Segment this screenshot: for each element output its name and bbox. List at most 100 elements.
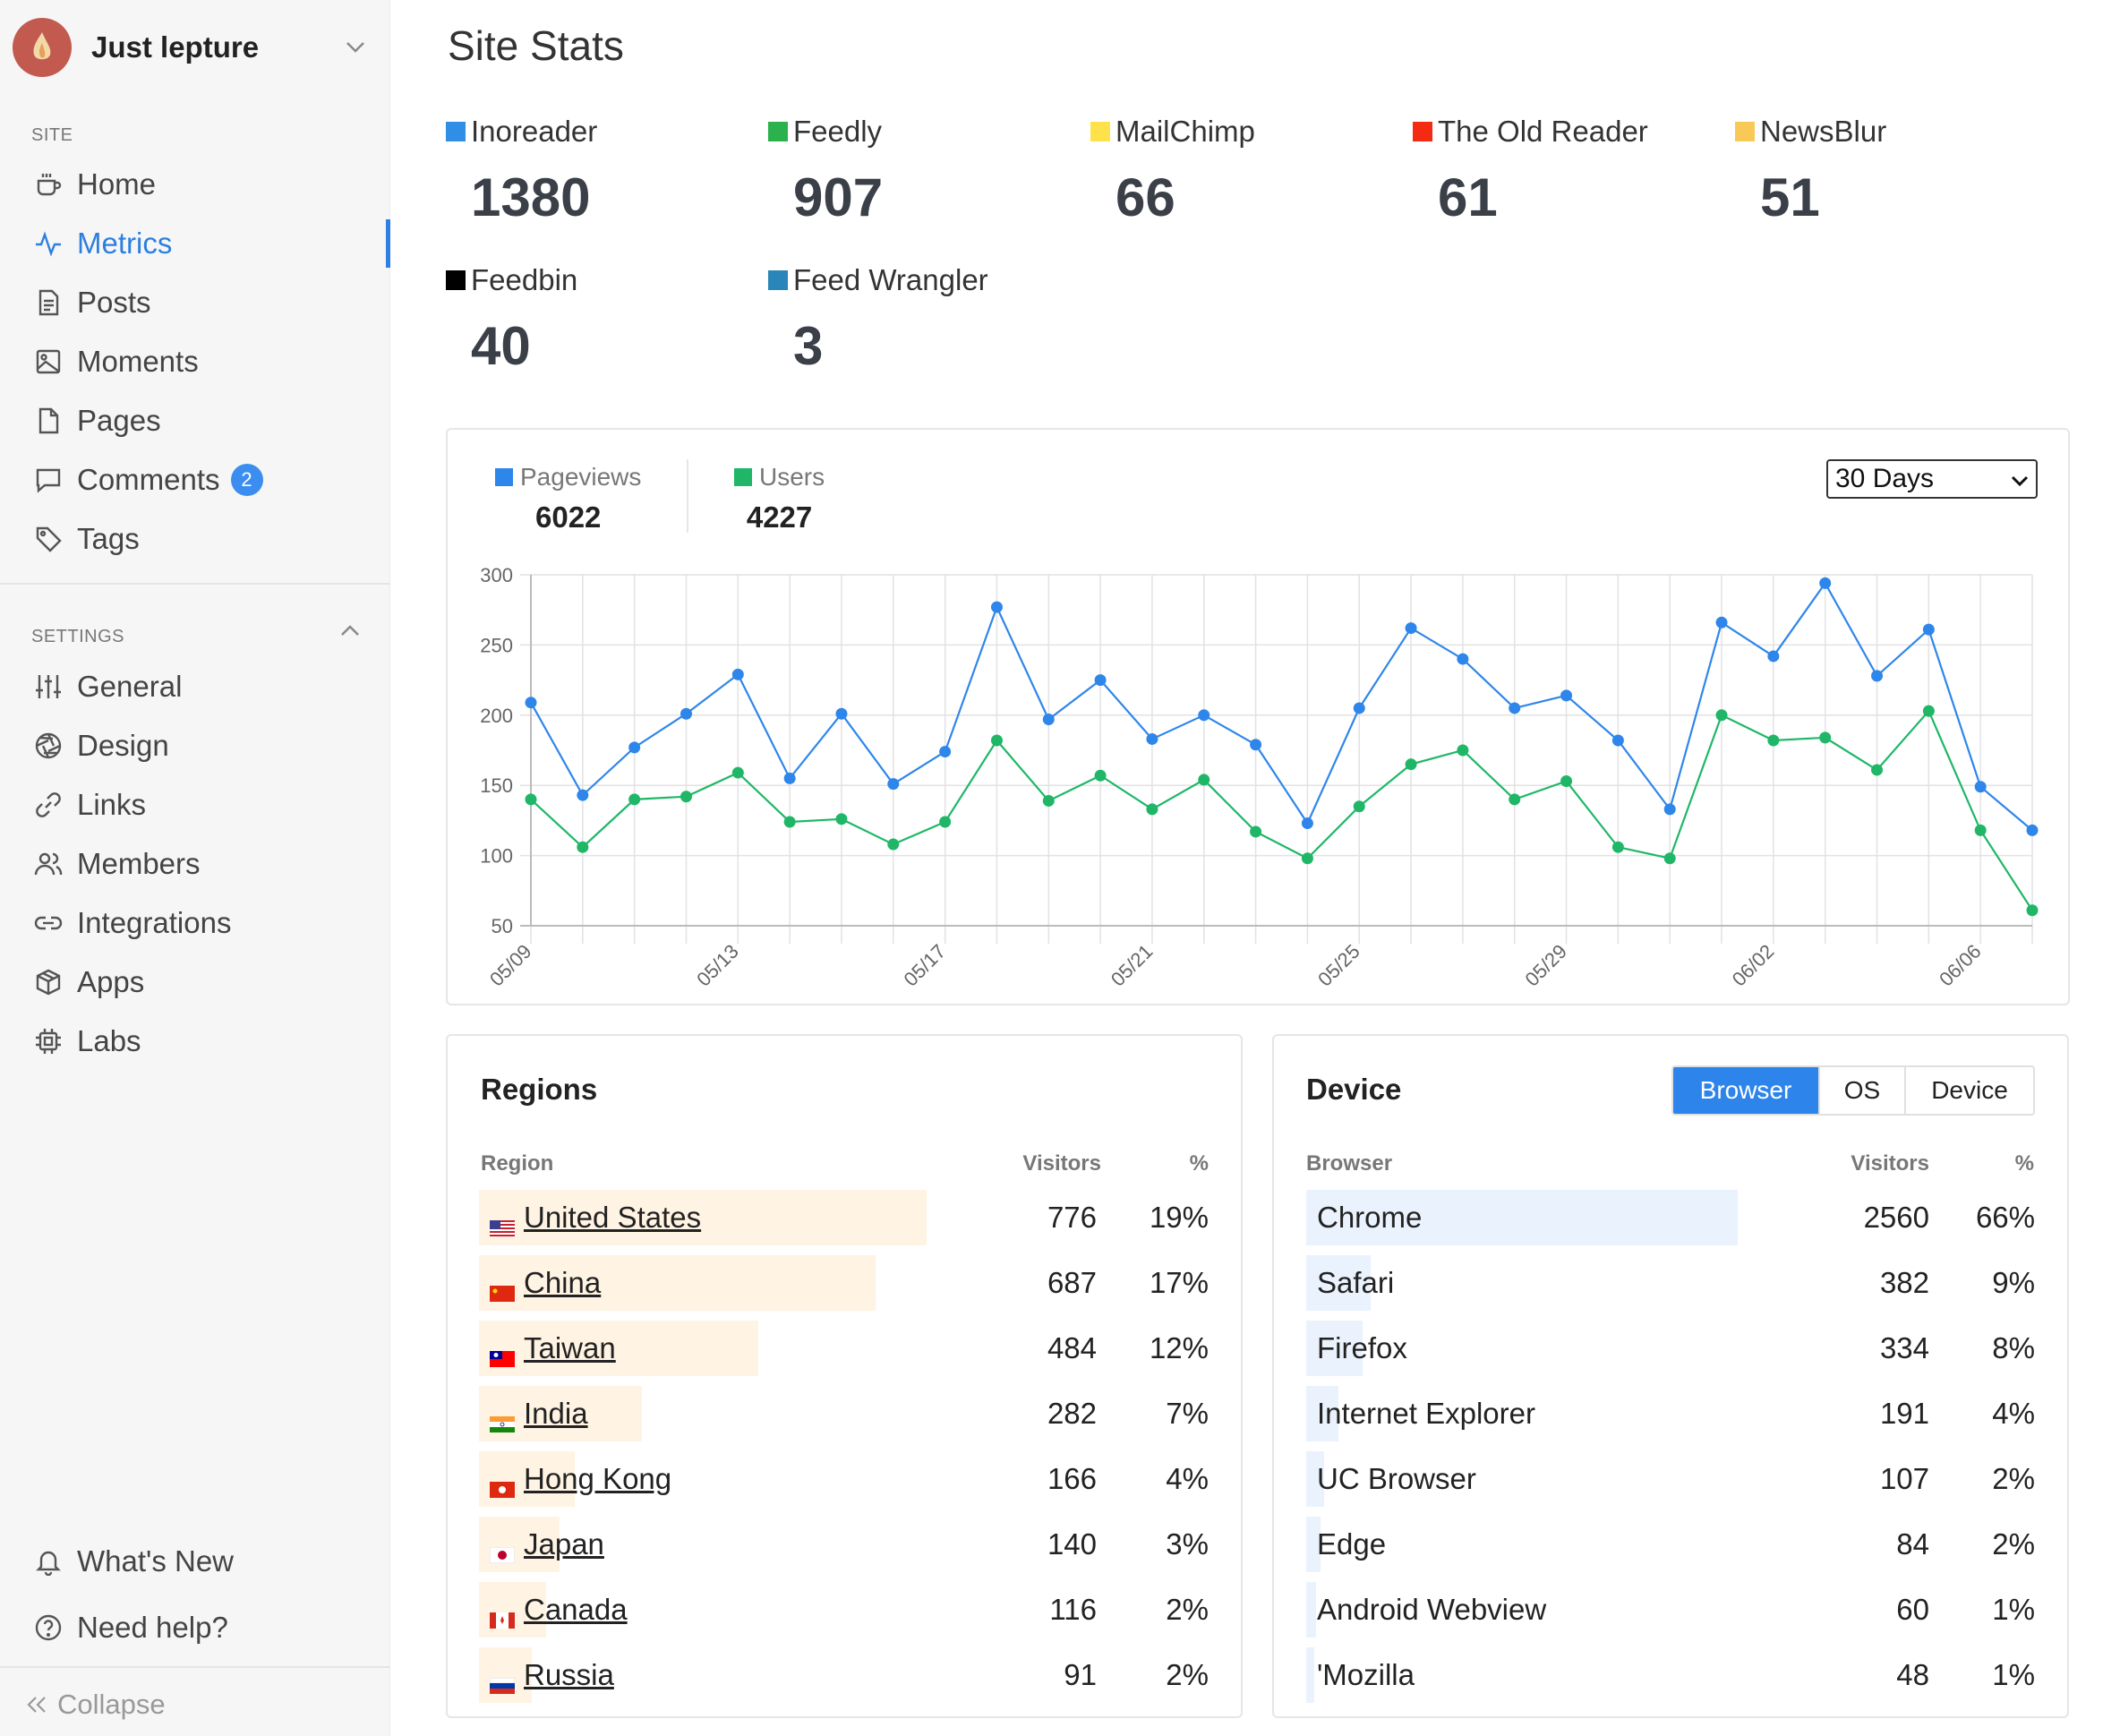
x-tick-label: 05/29 [1520, 940, 1571, 991]
data-point-users [887, 838, 900, 851]
sidebar-item-tags[interactable]: Tags [0, 509, 390, 569]
sidebar-item-metrics[interactable]: Metrics [0, 214, 390, 273]
date-range-select[interactable]: 30 Days [1826, 459, 2038, 499]
site-switcher[interactable]: Just lepture [13, 18, 380, 77]
legend-pageviews[interactable]: Pageviews 6022 [495, 463, 641, 534]
comments-count-badge: 2 [230, 464, 263, 496]
data-point-users [1146, 803, 1158, 816]
region-label[interactable]: Canada [490, 1582, 628, 1638]
sidebar-item-links[interactable]: Links [0, 775, 390, 834]
region-name-link[interactable]: Hong Kong [524, 1462, 672, 1495]
sidebar-item-design[interactable]: Design [0, 716, 390, 775]
sidebar-item-comments[interactable]: Comments 2 [0, 450, 390, 509]
sidebar-item-members[interactable]: Members [0, 834, 390, 894]
sidebar-item-home[interactable]: Home [0, 155, 390, 214]
region-name-link[interactable]: United States [524, 1201, 702, 1234]
settings-nav: General Design Links Members Integration… [0, 657, 390, 1071]
sidebar-item-moments[interactable]: Moments [0, 332, 390, 391]
table-row: China 687 17% [479, 1255, 1210, 1311]
tab-device[interactable]: Device [1904, 1067, 2033, 1114]
sidebar-divider [0, 583, 390, 585]
browser-bar [1306, 1321, 1363, 1376]
sidebar-item-labs[interactable]: Labs [0, 1012, 390, 1071]
collapse-label: Collapse [57, 1689, 166, 1720]
sidebar-item-label: General [77, 670, 183, 703]
table-row: Safari 382 9% [1306, 1255, 2035, 1311]
region-label[interactable]: United States [490, 1190, 701, 1245]
region-percent: 3% [1166, 1527, 1209, 1561]
data-point-users [1457, 744, 1469, 757]
data-point-users [1198, 774, 1210, 786]
cn-flag-icon [490, 1275, 515, 1302]
x-tick-label: 05/25 [1313, 940, 1364, 991]
data-point-users [1094, 769, 1107, 782]
region-label[interactable]: India [490, 1386, 588, 1441]
sidebar-item-posts[interactable]: Posts [0, 273, 390, 332]
sidebar-item-pages[interactable]: Pages [0, 391, 390, 450]
region-label[interactable]: Russia [489, 1647, 614, 1703]
sidebar-item-label: Comments [77, 463, 220, 496]
browser-percent: 66% [1975, 1201, 2035, 1234]
region-name-link[interactable]: Japan [524, 1527, 604, 1561]
region-name-link[interactable]: Russia [524, 1658, 614, 1691]
browser-visitors: 382 [1879, 1266, 1929, 1299]
sidebar-item-integrations[interactable]: Integrations [0, 894, 390, 953]
sidebar-item-whats-new[interactable]: What's New [0, 1528, 390, 1595]
stat-value: 51 [1760, 167, 1820, 227]
sidebar-item-label: Pages [77, 404, 161, 437]
stat-label: Feedbin [471, 263, 578, 296]
x-tick-label: 05/17 [900, 940, 951, 991]
browser-percent: 8% [1992, 1331, 2035, 1364]
browser-bar [1306, 1451, 1324, 1507]
data-point-users [628, 793, 641, 806]
sidebar-item-label: Metrics [77, 227, 173, 260]
sidebar-item-general[interactable]: General [0, 657, 390, 716]
page-title: Site Stats [448, 22, 624, 69]
data-point-pageviews [1457, 653, 1469, 665]
data-point-users [939, 816, 952, 828]
region-name-link[interactable]: India [524, 1397, 588, 1430]
browser-visitors: 334 [1879, 1331, 1929, 1364]
cpu-icon [33, 1026, 64, 1056]
collapse-button[interactable]: Collapse [0, 1678, 390, 1732]
region-label[interactable]: China [490, 1255, 601, 1311]
region-name-link[interactable]: Canada [524, 1593, 628, 1626]
sidebar-item-label: Moments [77, 345, 199, 378]
browser-visitors: 191 [1879, 1397, 1929, 1430]
tab-browser[interactable]: Browser [1673, 1067, 1818, 1114]
browser-bar [1306, 1190, 1738, 1245]
data-point-users [1611, 841, 1624, 853]
region-name-link[interactable]: Taiwan [524, 1331, 616, 1364]
device-col-percent: % [2014, 1151, 2034, 1176]
pageviews-total: 6022 [534, 500, 602, 534]
sidebar-item-need-help[interactable]: Need help? [0, 1595, 390, 1661]
sidebar-item-apps[interactable]: Apps [0, 953, 390, 1012]
tw-flag-icon [490, 1340, 515, 1367]
table-row: Hong Kong 166 4% [479, 1451, 1210, 1507]
document-icon [33, 287, 64, 318]
data-point-pageviews [680, 707, 692, 720]
data-point-pageviews [577, 789, 589, 801]
region-label[interactable]: Japan [489, 1517, 604, 1572]
region-label[interactable]: Taiwan [490, 1321, 616, 1376]
region-visitors: 91 [1064, 1658, 1097, 1691]
legend-users[interactable]: Users 4227 [734, 463, 825, 534]
data-point-pageviews [887, 778, 900, 791]
data-point-users [1301, 852, 1313, 865]
sidebar-item-label: Home [77, 167, 157, 201]
tab-os[interactable]: OS [1818, 1067, 1904, 1114]
region-label[interactable]: Hong Kong [490, 1451, 671, 1507]
device-col-browser: Browser [1306, 1151, 1393, 1176]
region-name-link[interactable]: China [524, 1266, 602, 1299]
legend-swatch [1090, 122, 1110, 141]
data-point-users [1250, 825, 1262, 838]
device-title: Device [1306, 1073, 1402, 1106]
table-row: Internet Explorer 191 4% [1306, 1386, 2035, 1441]
regions-card [446, 1034, 1243, 1718]
x-tick-label: 06/02 [1728, 940, 1779, 991]
chevron-up-icon[interactable] [340, 624, 365, 649]
table-row: 'Mozilla 48 1% [1306, 1647, 2035, 1703]
coffee-cup-icon [33, 169, 64, 200]
link-icon [33, 790, 64, 820]
browser-percent: 1% [1992, 1658, 2035, 1691]
